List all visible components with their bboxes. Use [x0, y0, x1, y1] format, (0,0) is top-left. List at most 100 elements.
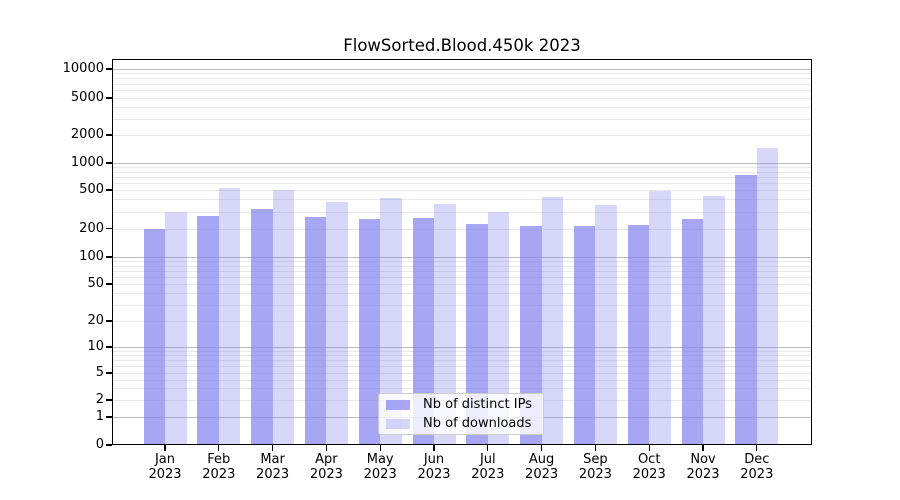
bar-downloads-jun	[434, 203, 456, 445]
minor-gridline	[113, 351, 811, 352]
bar-distinct-ips-sep	[573, 225, 596, 445]
minor-gridline	[113, 276, 811, 278]
x-tick-mark	[756, 445, 758, 451]
bar-distinct-ips-aug	[520, 225, 542, 445]
bar-downloads-sep	[595, 205, 617, 445]
legend-swatch-distinct-ips	[386, 399, 410, 410]
y-tick-label: 100	[79, 249, 104, 264]
x-tick-mark	[648, 445, 650, 451]
x-tick-month: Jul	[479, 452, 496, 467]
bar-downloads-aug	[541, 196, 564, 445]
x-tick-month: Oct	[637, 452, 661, 467]
minor-gridline	[113, 360, 811, 362]
y-tick-label: 5	[95, 365, 104, 380]
x-tick-month: Nov	[690, 452, 716, 467]
y-tick-mark	[106, 283, 112, 285]
x-tick-year: 2023	[417, 467, 451, 482]
minor-gridline	[113, 355, 811, 357]
y-tick-label: 500	[79, 182, 104, 197]
x-tick-month: Dec	[744, 452, 770, 467]
minor-gridline	[113, 78, 811, 80]
minor-gridline	[113, 373, 811, 374]
x-tick-year: 2023	[148, 467, 182, 482]
y-tick-mark	[106, 256, 112, 258]
x-tick-mark	[379, 445, 381, 451]
minor-gridline	[113, 135, 811, 136]
y-tick-label: 5000	[70, 90, 104, 105]
x-tick-label: Sep 2023	[555, 452, 635, 482]
x-tick-year: 2023	[363, 467, 397, 482]
minor-gridline	[113, 265, 811, 267]
minor-gridline	[113, 171, 811, 173]
x-tick-year: 2023	[632, 467, 666, 482]
x-tick-year: 2023	[471, 467, 505, 482]
x-tick-month: Apr	[315, 452, 338, 467]
x-tick-mark	[218, 445, 220, 451]
x-tick-year: 2023	[686, 467, 720, 482]
bar-distinct-ips-mar	[251, 209, 273, 445]
major-gridline	[113, 347, 811, 348]
y-tick-label: 200	[79, 220, 104, 236]
minor-gridline	[113, 118, 811, 120]
x-tick-month: Mar	[260, 452, 285, 467]
x-tick-label: Dec 2023	[717, 452, 797, 482]
minor-gridline	[113, 211, 811, 213]
chart-title: FlowSorted.Blood.450k 2023	[343, 36, 581, 55]
y-tick-mark	[106, 444, 112, 446]
minor-gridline	[113, 379, 811, 381]
x-tick-mark	[325, 445, 327, 451]
x-tick-mark	[433, 445, 435, 451]
minor-gridline	[113, 176, 811, 178]
y-tick-mark	[106, 416, 112, 418]
minor-gridline	[113, 270, 811, 272]
x-tick-mark	[541, 445, 543, 451]
x-tick-month: Sep	[583, 452, 608, 467]
y-tick-mark	[106, 372, 112, 374]
x-tick-year: 2023	[525, 467, 559, 482]
minor-gridline	[113, 73, 811, 75]
x-tick-year: 2023	[309, 467, 343, 482]
minor-gridline	[113, 167, 811, 169]
minor-gridline	[113, 182, 811, 184]
minor-gridline	[113, 98, 811, 99]
y-tick-label: 2000	[70, 127, 104, 142]
bar-distinct-ips-nov	[681, 219, 703, 445]
legend-row-distinct-ips: Nb of distinct IPs	[386, 397, 543, 412]
bar-distinct-ips-jul	[466, 223, 488, 445]
bar-downloads-oct	[649, 191, 671, 445]
x-tick-mark	[164, 445, 166, 451]
x-tick-label: May 2023	[340, 452, 420, 482]
chart-legend: Nb of distinct IPs Nb of downloads	[378, 393, 544, 435]
x-tick-month: May	[366, 452, 394, 467]
x-tick-year: 2023	[578, 467, 612, 482]
bar-distinct-ips-feb	[197, 215, 219, 445]
y-tick-label: 50	[87, 276, 104, 291]
x-tick-mark	[272, 445, 274, 451]
x-tick-label: Mar 2023	[233, 452, 313, 482]
y-tick-mark	[106, 399, 112, 401]
y-tick-label: 10	[87, 339, 104, 354]
legend-swatch-downloads	[386, 418, 410, 429]
x-tick-label: Feb 2023	[179, 452, 259, 482]
x-tick-label: Aug 2023	[502, 452, 582, 482]
major-gridline	[113, 257, 811, 258]
bar-downloads-feb	[218, 188, 241, 445]
major-gridline	[113, 69, 811, 70]
bar-downloads-jul	[487, 211, 510, 445]
x-tick-label: Jun 2023	[394, 452, 474, 482]
bar-downloads-jan	[165, 211, 187, 445]
x-tick-label: Jul 2023	[448, 452, 528, 482]
y-tick-label: 20	[87, 313, 104, 328]
y-tick-mark	[106, 346, 112, 348]
minor-gridline	[113, 107, 811, 108]
x-tick-mark	[487, 445, 489, 451]
x-tick-label: Jan 2023	[125, 452, 205, 482]
bar-distinct-ips-oct	[627, 224, 650, 445]
minor-gridline	[113, 199, 811, 201]
bar-distinct-ips-jun	[412, 217, 434, 445]
bar-distinct-ips-apr	[304, 216, 327, 445]
x-tick-month: Jun	[423, 452, 445, 467]
y-tick-label: 10000	[62, 61, 104, 76]
y-tick-label: 1000	[70, 155, 104, 170]
